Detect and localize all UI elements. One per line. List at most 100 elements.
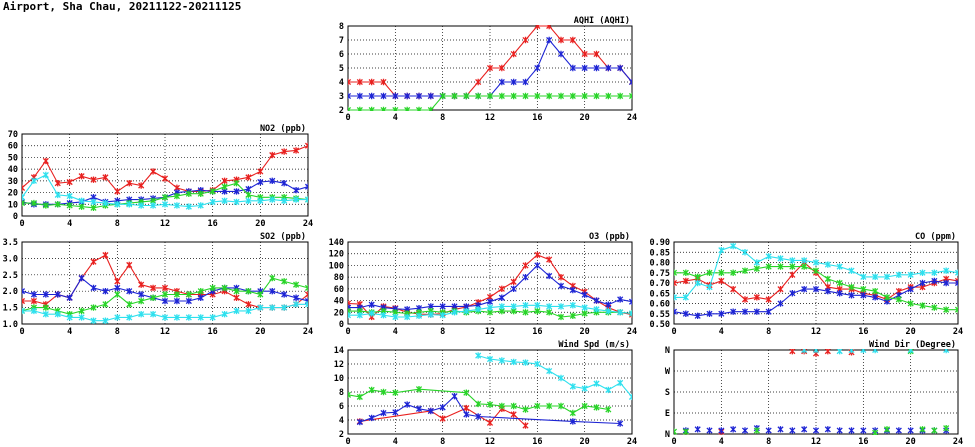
so2-point-cyan (22, 307, 26, 315)
aqhi-point-blue (427, 92, 434, 100)
wspd-point-cyan (593, 380, 600, 387)
so2-point-red (233, 294, 240, 301)
o3-xtick-label: 12 (485, 327, 495, 337)
co-point-cyan (907, 271, 914, 278)
so2-point-blue (30, 291, 37, 298)
so2-point-red (245, 301, 252, 308)
o3-point-green (546, 309, 553, 316)
wdir-point-green (872, 429, 879, 435)
aqhi-frame (347, 25, 633, 111)
co-ytick-label: 0.75 (650, 269, 670, 279)
co-point-green (931, 304, 938, 311)
co-point-blue (954, 279, 958, 287)
aqhi-point-blue (380, 92, 387, 100)
wspd-point-cyan (546, 367, 553, 375)
so2-title: SO2 (ppb) (260, 232, 306, 242)
no2-point-cyan (197, 202, 204, 209)
so2-point-green (173, 291, 180, 298)
aqhi-point-blue (498, 78, 505, 86)
so2-point-green (209, 284, 216, 292)
co-point-blue (777, 300, 784, 307)
so2-ytick-label: 1.0 (3, 320, 18, 330)
wspd-point-cyan (569, 383, 576, 390)
no2-xtick-label: 4 (67, 219, 72, 229)
co-point-green (848, 283, 855, 291)
wdir-point-blue (907, 427, 914, 434)
co-point-green (674, 269, 678, 276)
wspd-point-cyan (581, 385, 588, 392)
wspd-point-blue (427, 407, 434, 415)
o3-point-blue (439, 303, 446, 310)
wspd-xtick-label: 4 (393, 437, 398, 447)
co-point-blue (718, 310, 725, 317)
co-point-cyan (943, 267, 950, 274)
wspd-point-blue (392, 409, 399, 416)
co-point-cyan (848, 267, 855, 274)
no2-point-cyan (293, 196, 300, 203)
co-point-green (777, 263, 784, 270)
so2-xtick-label: 16 (208, 327, 218, 337)
no2-point-red (42, 157, 49, 165)
so2-point-cyan (161, 314, 169, 321)
co-xtick-label: 16 (858, 327, 868, 337)
co-point-cyan (801, 257, 808, 264)
co-point-blue (801, 285, 808, 293)
no2-point-cyan (233, 198, 240, 206)
wspd-point-cyan (617, 379, 624, 387)
o3-point-cyan (546, 303, 553, 310)
no2-point-green (221, 183, 228, 190)
aqhi-point-red (569, 36, 576, 44)
wspd-point-green (605, 406, 612, 413)
wspd-point-green (463, 389, 470, 396)
wspd-ytick-label: 14 (334, 346, 344, 356)
aqhi-ytick-label: 6 (339, 50, 344, 60)
wdir-point-green (943, 424, 950, 432)
no2-point-blue (293, 187, 300, 194)
co-point-red (718, 277, 725, 285)
aqhi-point-red (534, 25, 541, 30)
wdir-point-blue (824, 426, 831, 433)
aqhi-point-red (581, 50, 588, 58)
no2-point-cyan (161, 201, 169, 208)
so2-point-green (126, 301, 133, 308)
no2-xtick-label: 20 (255, 219, 265, 229)
o3-point-cyan (380, 312, 387, 319)
no2-point-red (90, 176, 97, 183)
co-point-blue (674, 308, 678, 315)
no2-point-red (245, 174, 252, 181)
aqhi-point-green (475, 92, 482, 100)
aqhi-xtick-label: 8 (440, 113, 445, 123)
no2-point-blue (257, 178, 264, 186)
so2-point-blue (66, 294, 73, 301)
wspd-point-blue (356, 418, 363, 426)
o3-point-cyan (534, 302, 541, 309)
no2-point-red (161, 175, 169, 182)
so2-point-red (102, 251, 109, 259)
no2-point-cyan (185, 203, 192, 210)
wspd-point-green (356, 393, 363, 401)
no2-point-red (78, 172, 85, 180)
co-point-green (907, 300, 914, 307)
aqhi-point-blue (628, 78, 632, 86)
aqhi-point-red (522, 36, 529, 44)
aqhi-point-blue (534, 64, 541, 72)
so2-point-blue (42, 291, 49, 298)
so2-point-blue (90, 284, 97, 292)
aqhi-point-green (356, 106, 363, 111)
co-point-blue (789, 290, 796, 297)
o3-point-blue (534, 262, 541, 269)
wspd-point-blue (404, 401, 411, 408)
o3-point-blue (498, 294, 505, 301)
aqhi-ytick-label: 2 (339, 106, 344, 116)
co-point-blue (919, 279, 926, 287)
no2-point-red (22, 184, 26, 192)
wdir-point-blue (836, 427, 843, 434)
co-point-blue (907, 285, 914, 293)
no2-ytick-label: 60 (8, 142, 18, 152)
wspd-point-green (581, 402, 588, 410)
wspd-point-green (415, 386, 423, 393)
o3-point-blue (617, 296, 624, 303)
aqhi-point-blue (392, 92, 399, 100)
wspd-point-red (463, 404, 470, 412)
aqhi-point-red (368, 78, 375, 86)
